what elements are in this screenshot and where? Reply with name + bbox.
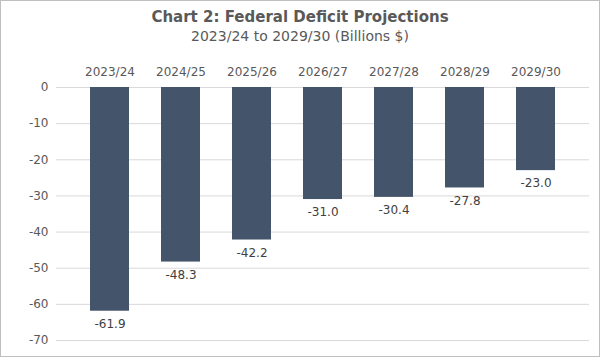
svg-text:-40: -40 bbox=[29, 225, 49, 239]
svg-text:-23.0: -23.0 bbox=[520, 176, 551, 190]
svg-text:-27.8: -27.8 bbox=[449, 193, 480, 207]
svg-text:2029/30: 2029/30 bbox=[511, 65, 561, 79]
svg-text:2026/27: 2026/27 bbox=[298, 65, 348, 79]
svg-text:2027/28: 2027/28 bbox=[369, 65, 419, 79]
svg-text:-20: -20 bbox=[29, 153, 49, 167]
svg-text:-60: -60 bbox=[29, 297, 49, 311]
svg-text:2023/24: 2023/24 bbox=[85, 65, 135, 79]
svg-text:-30: -30 bbox=[29, 189, 49, 203]
html-text:2023/24 to 2029/30 (Billions $: 2023/24 to 2029/30 (Billions $) bbox=[191, 28, 409, 44]
svg-text:2028/29: 2028/29 bbox=[440, 65, 490, 79]
svg-text:-30.4: -30.4 bbox=[378, 203, 409, 217]
svg-text:2025/26: 2025/26 bbox=[227, 65, 277, 79]
svg-text:-70: -70 bbox=[29, 333, 49, 347]
svg-text:-50: -50 bbox=[29, 261, 49, 275]
svg-text:-48.3: -48.3 bbox=[165, 268, 196, 282]
html-text:Chart 2: Federal Deficit Proje: Chart 2: Federal Deficit Projections bbox=[151, 8, 449, 26]
svg-text:0: 0 bbox=[41, 80, 49, 94]
svg-text:-10: -10 bbox=[29, 116, 49, 130]
svg-text:-61.9: -61.9 bbox=[94, 317, 125, 331]
svg-text:-42.2: -42.2 bbox=[236, 246, 267, 260]
svg-text:2024/25: 2024/25 bbox=[156, 65, 206, 79]
svg-text:-31.0: -31.0 bbox=[307, 205, 338, 219]
